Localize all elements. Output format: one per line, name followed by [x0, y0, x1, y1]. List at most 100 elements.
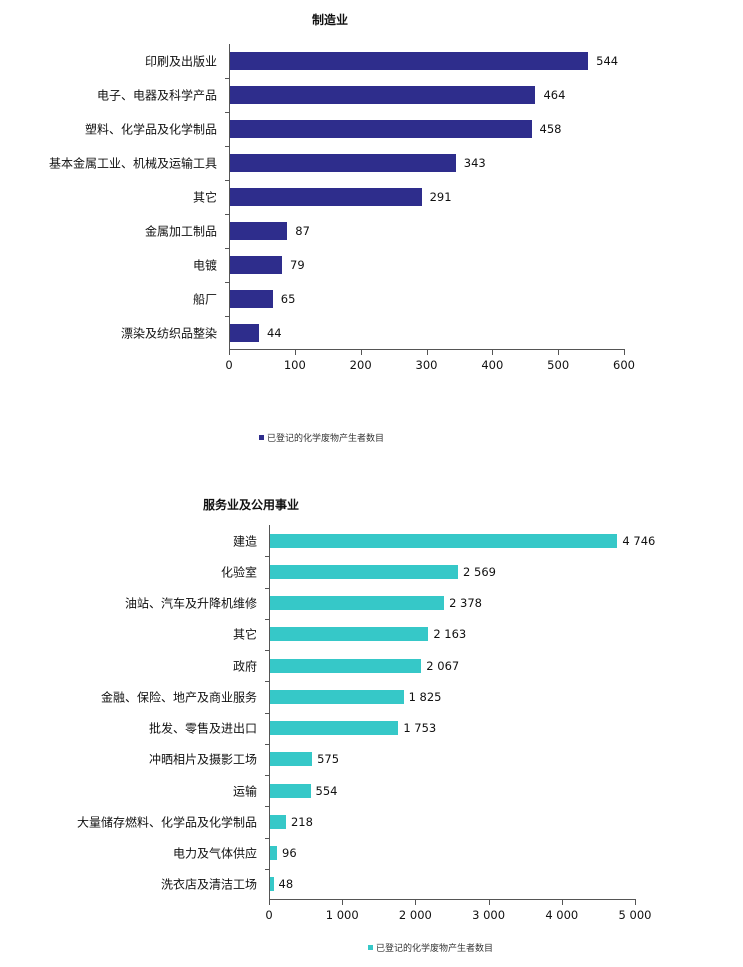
legend-swatch	[368, 945, 373, 950]
category-label: 政府	[232, 659, 257, 674]
x-tick-label: 0	[225, 358, 233, 372]
bar	[230, 324, 259, 342]
x-tick-label: 4 000	[545, 908, 579, 922]
legend: 已登记的化学废物产生者数目	[259, 431, 384, 444]
y-tick	[265, 587, 269, 589]
value-label: 96	[282, 846, 297, 861]
x-tick-label: 5 000	[618, 908, 652, 922]
x-tick-label: 300	[415, 358, 438, 372]
value-label: 544	[596, 54, 619, 68]
x-tick-label: 600	[613, 358, 635, 372]
bar	[270, 658, 422, 673]
legend-swatch	[259, 435, 264, 440]
value-label: 575	[317, 752, 340, 767]
value-label: 87	[295, 224, 310, 238]
chart-title: 服务业及公用事业	[203, 498, 300, 512]
legend-label: 已登记的化学废物产生者数目	[376, 944, 494, 954]
y-tick	[265, 712, 269, 714]
x-axis	[269, 899, 636, 900]
y-tick	[265, 806, 269, 808]
value-label: 1 825	[408, 689, 442, 704]
x-tick	[635, 900, 636, 905]
y-axis	[229, 44, 230, 350]
bar	[230, 222, 288, 240]
bar	[270, 564, 459, 579]
bar	[230, 256, 282, 274]
value-label: 44	[266, 326, 282, 340]
value-label: 464	[543, 88, 566, 102]
category-label: 基本金属工业、机械及运输工具	[48, 156, 217, 171]
x-tick-label: 100	[283, 358, 306, 372]
y-tick	[265, 837, 269, 839]
value-label: 291	[429, 190, 452, 204]
x-axis	[229, 349, 625, 350]
bar	[230, 120, 532, 138]
category-label: 大量储存燃料、化学品及化学制品	[76, 815, 257, 830]
value-label: 48	[278, 877, 294, 892]
value-label: 2 569	[463, 564, 496, 579]
bar	[270, 721, 399, 736]
value-label: 2 378	[449, 596, 482, 611]
x-tick-label: 500	[547, 358, 570, 372]
category-label: 油站、汽车及升降机维修	[124, 596, 257, 611]
y-tick	[265, 868, 269, 870]
bar	[270, 533, 618, 548]
bar	[270, 627, 429, 642]
bar	[270, 814, 286, 829]
value-label: 2 163	[433, 627, 467, 642]
y-tick	[225, 180, 229, 181]
category-label: 金融、保险、地产及商业服务	[100, 690, 257, 705]
y-tick	[265, 743, 269, 745]
category-label: 其它	[232, 627, 257, 642]
x-tick	[488, 900, 490, 905]
x-tick	[426, 350, 428, 355]
bar	[230, 52, 589, 70]
bar	[270, 596, 445, 611]
category-label: 冲晒相片及摄影工场	[148, 752, 257, 767]
bar	[270, 846, 278, 861]
value-label: 554	[315, 783, 338, 798]
category-label: 建造	[232, 534, 257, 549]
y-tick	[265, 681, 269, 683]
value-label: 79	[290, 258, 305, 272]
x-tick	[415, 900, 417, 905]
value-label: 1 753	[403, 721, 437, 736]
y-tick	[265, 618, 269, 620]
y-tick	[225, 214, 229, 215]
y-tick	[265, 650, 269, 651]
value-label: 65	[280, 292, 296, 306]
y-tick	[265, 556, 269, 558]
value-label: 4 746	[622, 533, 656, 548]
bar	[230, 86, 536, 104]
x-tick-label: 400	[481, 358, 504, 372]
y-axis	[269, 525, 270, 900]
category-label: 其它	[192, 190, 217, 205]
x-tick	[360, 350, 362, 355]
bar	[230, 154, 456, 172]
category-label: 运输	[232, 784, 257, 799]
x-tick-label: 3 000	[472, 908, 506, 922]
bar	[230, 290, 273, 308]
category-label: 化验室	[220, 565, 257, 580]
y-tick	[225, 146, 229, 147]
category-label: 船厂	[192, 292, 217, 307]
x-tick-label: 2 000	[398, 908, 432, 922]
category-label: 电力及气体供应	[172, 846, 257, 861]
bar	[270, 752, 313, 767]
legend-label: 已登记的化学废物产生者数目	[267, 434, 385, 444]
category-label: 金属加工制品	[144, 224, 217, 239]
x-tick	[624, 350, 625, 355]
plot-area: 建造 4 746 化验室 2 569 油站、汽车及升降机维修 2 378 其它 2 163 政府…	[77, 525, 655, 922]
value-label: 458	[539, 122, 562, 136]
x-tick-label: 200	[349, 358, 372, 372]
value-label: 343	[463, 156, 486, 170]
y-tick	[225, 248, 229, 249]
category-label: 漂染及纺织品整染	[120, 326, 217, 341]
bar	[270, 783, 311, 798]
bar	[230, 188, 422, 206]
legend: 已登记的化学废物产生者数目	[368, 941, 493, 954]
y-tick	[225, 282, 229, 283]
x-tick	[558, 350, 560, 355]
x-tick	[561, 900, 563, 905]
chart-title: 制造业	[312, 13, 349, 27]
